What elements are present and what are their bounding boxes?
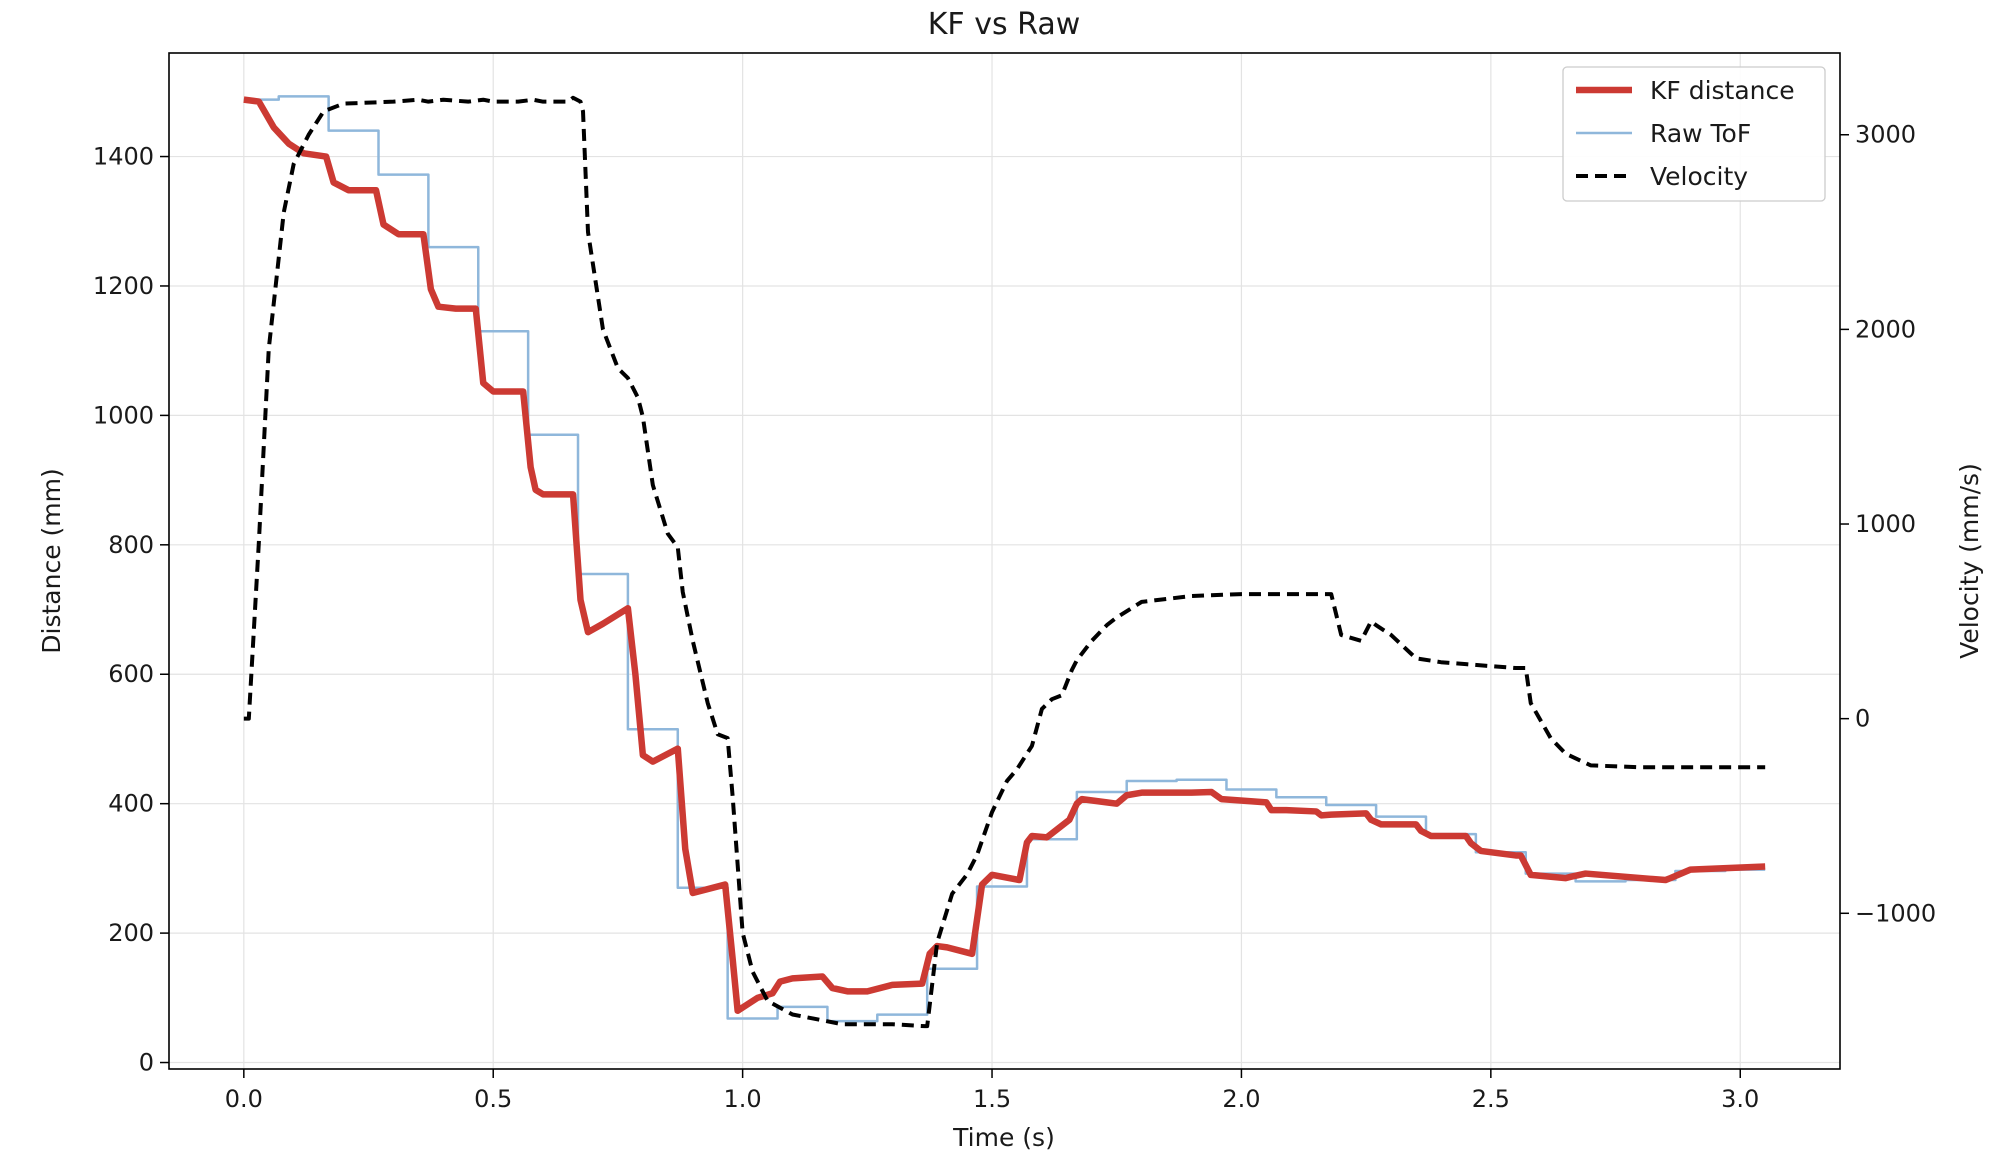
y-tick-label: 1400 <box>93 143 154 171</box>
legend-label-kf-distance: KF distance <box>1650 76 1795 105</box>
y2-tick-label: 2000 <box>1855 315 1916 343</box>
x-axis-label: Time (s) <box>952 1123 1055 1152</box>
y2-tick-label: 1000 <box>1855 510 1916 538</box>
legend-label-raw-tof: Raw ToF <box>1650 119 1751 148</box>
plot-area-frame <box>168 52 1841 1070</box>
y2-tick-label: 0 <box>1855 705 1870 733</box>
y2-tick-label: −1000 <box>1855 899 1936 927</box>
legend-box <box>1562 66 1826 202</box>
x-tick-label: 0.0 <box>225 1085 263 1113</box>
series-line-velocity <box>243 95 1766 1029</box>
axis-ticks: 0.0 0.5 1.0 1.5 2.0 2.5 3.0 0 200 400 600 800 1000 12… <box>93 121 1936 1113</box>
y-tick-label: 600 <box>108 660 154 688</box>
y2-tick-label: 3000 <box>1855 121 1916 149</box>
series-line-kf-distance <box>243 96 1766 1015</box>
y-tick-label: 0 <box>139 1049 154 1077</box>
y-tick-label: 800 <box>108 531 154 559</box>
x-tick-label: 1.5 <box>973 1085 1011 1113</box>
x-tick-label: 2.0 <box>1222 1085 1260 1113</box>
chart-title: KF vs Raw <box>928 7 1081 42</box>
series-group <box>243 95 1766 1029</box>
x-tick-label: 0.5 <box>474 1085 512 1113</box>
y-tick-label: 200 <box>108 919 154 947</box>
y-tick-label: 1000 <box>93 401 154 429</box>
y-tick-label: 1200 <box>93 272 154 300</box>
gridlines <box>169 53 1840 1069</box>
x-tick-label: 3.0 <box>1721 1085 1759 1113</box>
legend: KF distance Raw ToF Velocity <box>1562 66 1826 202</box>
y-axis-label: Distance (mm) <box>37 468 66 653</box>
y2-axis-label: Velocity (mm/s) <box>1955 463 1984 659</box>
y-tick-label: 400 <box>108 790 154 818</box>
legend-label-velocity: Velocity <box>1650 162 1748 191</box>
x-tick-label: 2.5 <box>1472 1085 1510 1113</box>
x-tick-label: 1.0 <box>724 1085 762 1113</box>
